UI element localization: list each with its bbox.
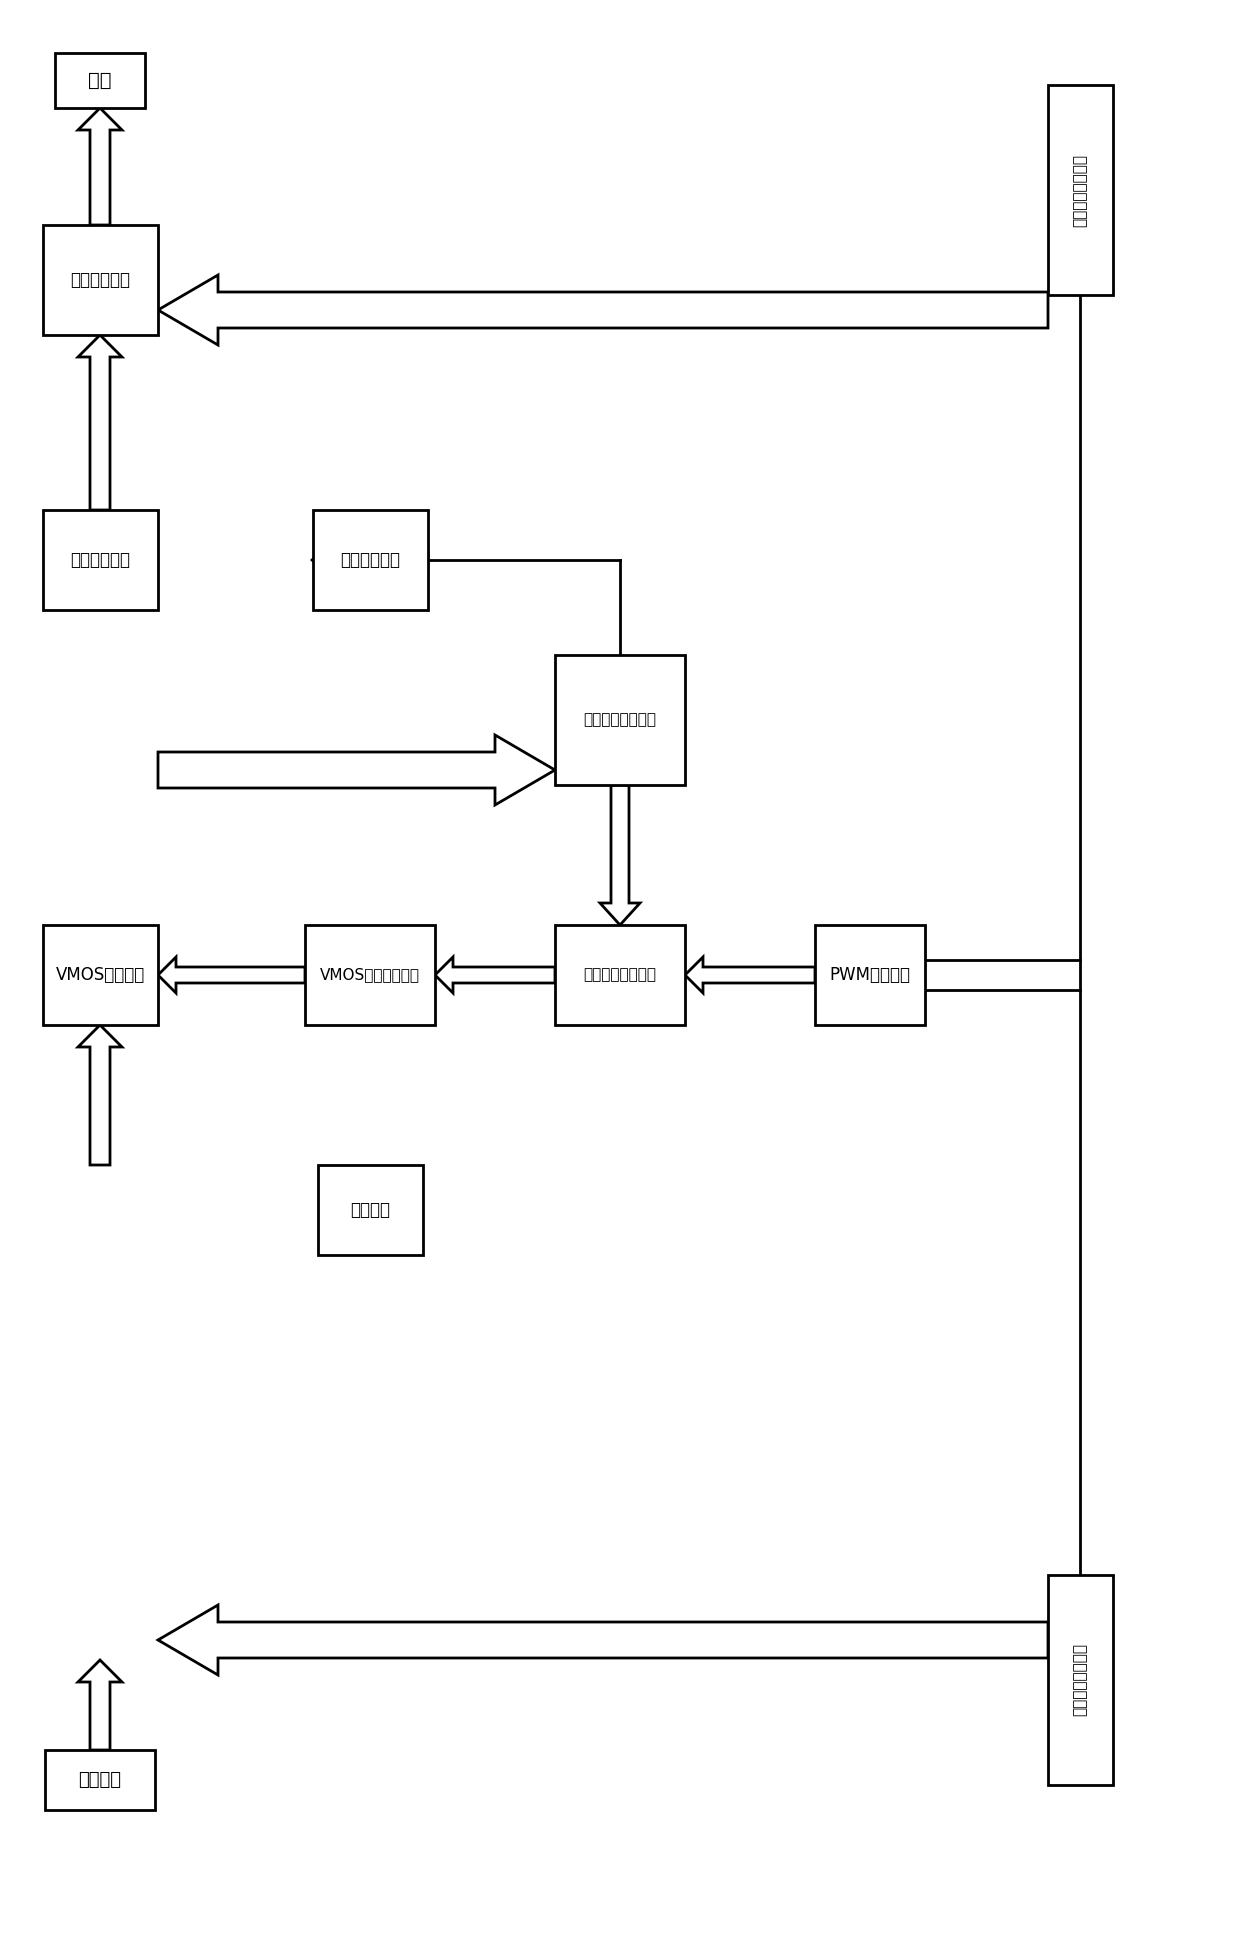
Bar <box>317 1165 423 1255</box>
Text: 反向限幅电路: 反向限幅电路 <box>69 550 130 570</box>
Bar <box>42 926 157 1025</box>
Text: VMOS开关驱动电路: VMOS开关驱动电路 <box>320 967 420 982</box>
Polygon shape <box>600 786 640 926</box>
Bar <box>1048 86 1112 296</box>
Polygon shape <box>684 957 815 994</box>
Polygon shape <box>435 957 556 994</box>
Bar <box>556 655 684 786</box>
Polygon shape <box>78 109 122 226</box>
Text: 续流电路: 续流电路 <box>350 1200 391 1220</box>
Bar <box>45 1750 155 1811</box>
Polygon shape <box>157 957 305 994</box>
Text: VMOS开关电路: VMOS开关电路 <box>56 967 145 984</box>
Polygon shape <box>78 1025 122 1165</box>
Text: 输出电流采样电路: 输出电流采样电路 <box>1073 154 1087 226</box>
Text: 储能滤波电路: 储能滤波电路 <box>69 270 130 290</box>
Polygon shape <box>157 1605 1048 1675</box>
Polygon shape <box>78 335 122 510</box>
Polygon shape <box>157 735 556 805</box>
Polygon shape <box>78 1659 122 1750</box>
Text: 输出电压采样电路: 输出电压采样电路 <box>584 712 656 727</box>
Bar <box>42 226 157 335</box>
Bar <box>42 510 157 611</box>
Bar <box>1048 1575 1112 1786</box>
Bar <box>55 53 145 107</box>
Text: 输出: 输出 <box>88 70 112 89</box>
Polygon shape <box>312 543 428 578</box>
Bar <box>556 926 684 1025</box>
Text: PWM控制电路: PWM控制电路 <box>830 967 910 984</box>
Text: 续流驱动电路: 续流驱动电路 <box>340 550 401 570</box>
Text: 输入电流采样电路: 输入电流采样电路 <box>1073 1644 1087 1717</box>
Polygon shape <box>157 274 1048 344</box>
Bar <box>305 926 435 1025</box>
Bar <box>312 510 428 611</box>
Bar <box>815 926 925 1025</box>
Text: 驱动信号合成电路: 驱动信号合成电路 <box>584 967 656 982</box>
Text: 输入电源: 输入电源 <box>78 1772 122 1789</box>
